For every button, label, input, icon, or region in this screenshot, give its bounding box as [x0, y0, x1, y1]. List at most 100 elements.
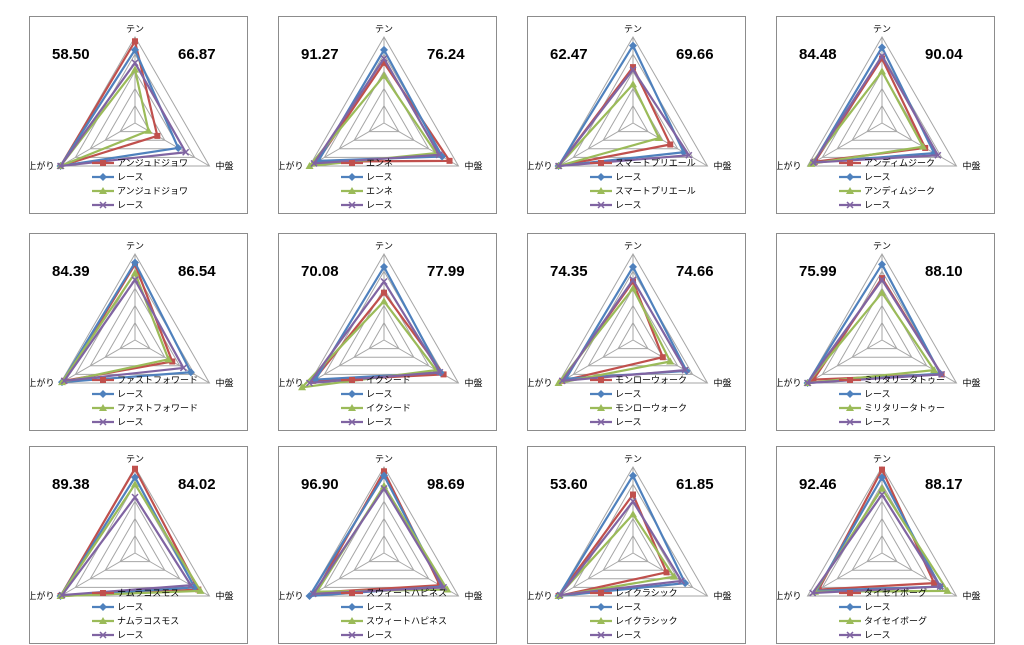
radar-spoke	[383, 122, 459, 167]
legend-label: アンディムジーク	[864, 185, 935, 197]
radar-point	[629, 284, 637, 292]
radar-point	[878, 52, 886, 60]
radar-point	[878, 260, 886, 269]
radar-spoke	[309, 339, 385, 384]
legend-marker	[597, 390, 605, 398]
left-score: 53.60	[550, 476, 588, 493]
left-score: 84.48	[799, 46, 837, 63]
radar-point	[667, 141, 674, 148]
radar-grid-ring	[338, 287, 430, 367]
legend-label: レース	[864, 173, 891, 183]
legend-label: レース	[117, 603, 144, 613]
radar-grid-ring	[806, 252, 958, 384]
radar-series-line	[557, 513, 676, 598]
radar-spoke	[807, 339, 883, 384]
axis-label: 中盤	[713, 377, 731, 389]
radar-grid-ring	[617, 321, 649, 350]
legend-marker	[846, 390, 854, 398]
radar-series-line	[60, 261, 192, 384]
radar-grid-ring	[851, 304, 913, 358]
legend-label: レース	[366, 390, 393, 400]
radar-chart-panel: テン 中盤 上がり 53.60 61.85 レイクラシック レース レイクラシック レース	[527, 446, 746, 644]
radar-point	[56, 592, 65, 599]
legend-marker	[99, 187, 107, 194]
radar-point	[131, 258, 139, 267]
legend-marker	[348, 418, 356, 426]
right-score: 98.69	[427, 476, 465, 493]
radar-point	[380, 262, 388, 271]
radar-grid-ring	[104, 517, 166, 571]
radar-grid-ring	[308, 465, 460, 597]
radar-point	[918, 142, 927, 150]
axis-label: 中盤	[464, 377, 482, 389]
radar-point	[681, 366, 689, 374]
radar-point	[380, 71, 388, 79]
radar-grid-ring	[338, 500, 430, 580]
radar-point	[440, 371, 447, 378]
left-score: 74.35	[550, 263, 588, 280]
legend-marker	[99, 404, 107, 411]
radar-point	[169, 358, 176, 365]
legend-label: レース	[615, 631, 642, 641]
axis-label: テン	[624, 454, 642, 465]
axis-label: 中盤	[464, 590, 482, 602]
radar-grid-ring	[602, 304, 664, 358]
radar-point	[879, 466, 885, 473]
radar-series-line	[63, 263, 174, 382]
radar-point	[879, 275, 885, 282]
radar-point	[878, 473, 886, 482]
radar-chart-panel: テン 中盤 上がり 74.35 74.66 モンローウォーク レース モンローウォーク レース	[527, 233, 746, 431]
legend-label: レース	[615, 201, 642, 211]
left-score: 91.27	[301, 46, 339, 63]
radar-series-line	[557, 68, 690, 168]
radar-series-line	[812, 276, 943, 381]
radar-grid-ring	[617, 104, 649, 133]
axis-label: 上がり	[528, 377, 553, 389]
radar-point	[164, 355, 173, 363]
radar-point	[436, 368, 444, 376]
left-score: 92.46	[799, 476, 837, 493]
legend-marker	[598, 377, 604, 383]
radar-point	[807, 159, 816, 167]
radar-grid-ring	[119, 104, 151, 133]
radar-point	[131, 45, 139, 54]
axis-label: 上がり	[279, 377, 304, 389]
radar-point	[131, 480, 139, 488]
legend-marker	[847, 377, 853, 383]
radar-grid-ring	[368, 321, 400, 350]
radar-grid-ring	[557, 35, 709, 167]
radar-point	[58, 591, 66, 599]
radar-point	[936, 583, 944, 591]
legend-marker	[846, 631, 854, 639]
radar-grid-ring	[368, 534, 400, 563]
radar-spoke	[558, 122, 634, 167]
legend-marker	[846, 173, 854, 181]
right-score: 88.10	[925, 263, 963, 280]
radar-series-line	[806, 291, 936, 385]
radar-point	[630, 64, 636, 71]
radar-grid-ring	[89, 500, 181, 580]
legend-marker	[598, 160, 604, 166]
legend-label: レイクラシック	[615, 588, 678, 599]
radar-grid-ring	[806, 35, 958, 167]
radar-point	[629, 41, 637, 50]
legend-marker	[349, 590, 355, 596]
radar-series-line	[557, 474, 687, 598]
left-score: 70.08	[301, 263, 339, 280]
radar-point	[195, 586, 202, 593]
axis-label: テン	[375, 454, 393, 465]
radar-point	[131, 276, 139, 284]
radar-point	[131, 473, 139, 482]
axis-label: 中盤	[464, 160, 482, 172]
radar-point	[681, 579, 690, 588]
radar-grid-ring	[59, 252, 211, 384]
axis-label: テン	[873, 454, 891, 465]
radar-series-line	[312, 487, 445, 595]
radar-series-line	[60, 271, 170, 384]
radar-grid-ring	[557, 252, 709, 384]
